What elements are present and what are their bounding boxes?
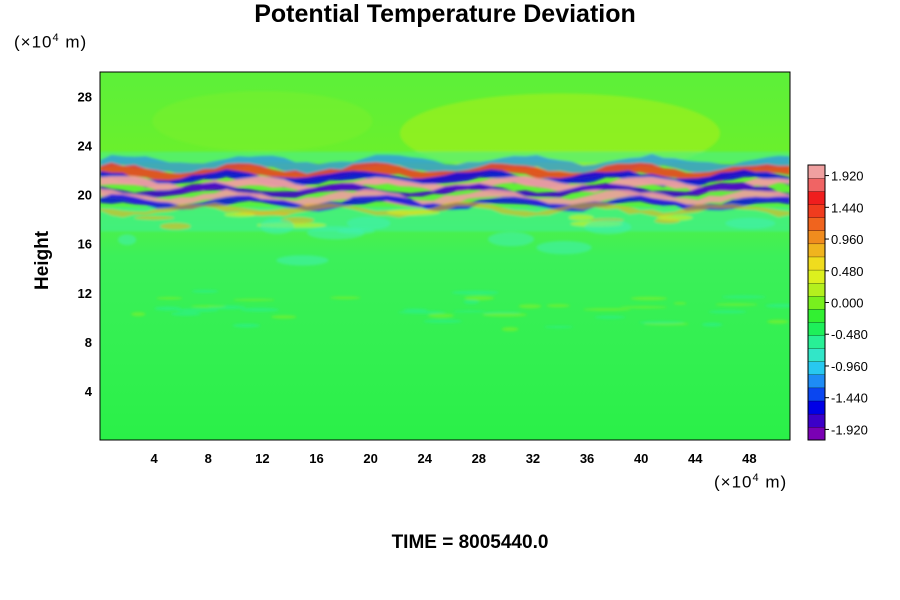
colorbar-swatch	[807, 269, 826, 284]
colorbar-tick-label: -1.920	[831, 422, 868, 437]
colorbar-swatch	[807, 335, 826, 349]
x-tick-label: 20	[363, 451, 377, 466]
colorbar-tick-label: -0.960	[831, 359, 868, 374]
x-tick-label: 28	[472, 451, 486, 466]
y-tick-label: 8	[85, 335, 92, 350]
colorbar-swatch	[807, 282, 826, 297]
colorbar-swatch	[807, 308, 826, 323]
colorbar-swatch	[807, 230, 826, 245]
colorbar-swatch	[807, 164, 826, 179]
colorbar-swatch	[807, 387, 826, 402]
colorbar-swatch	[807, 295, 826, 310]
y-tick-label: 16	[78, 237, 92, 252]
x-tick-label: 40	[634, 451, 648, 466]
colorbar-tick-label: 0.000	[831, 296, 864, 311]
x-tick-label: 32	[526, 451, 540, 466]
colorbar-swatch	[807, 191, 826, 205]
colorbar-swatch	[807, 177, 826, 192]
y-tick-label: 12	[78, 286, 92, 301]
colorbar-swatch	[807, 256, 826, 271]
heatmap-field	[100, 91, 790, 332]
colorbar-swatch	[807, 217, 826, 231]
plot-frame	[99, 71, 791, 441]
x-tick-label: 24	[417, 451, 432, 466]
y-tick-label: 28	[78, 90, 92, 105]
colorbar-tick-label: -0.480	[831, 327, 868, 342]
y-tick-label: 20	[78, 188, 92, 203]
colorbar-tick-label: 1.920	[831, 169, 864, 184]
x-tick-label: 44	[688, 451, 703, 466]
y-tick-label: 24	[78, 139, 93, 154]
x-tick-label: 4	[151, 451, 159, 466]
colorbar: 1.920 1.440 0.960 0.480 0.000 -0.480 -0.960 -1.…	[807, 164, 868, 441]
x-tick-label: 36	[580, 451, 594, 466]
x-unit-label: (×104 m)	[714, 472, 788, 492]
x-tick-label: 12	[255, 451, 269, 466]
y-unit-label: (×104 m)	[14, 32, 88, 52]
colorbar-tick-label: 0.960	[831, 232, 864, 247]
colorbar-swatch	[807, 413, 826, 428]
x-tick-label: 16	[309, 451, 323, 466]
x-tick-label: 8	[205, 451, 212, 466]
colorbar-swatch	[807, 321, 826, 336]
x-tick-label: 48	[742, 451, 756, 466]
colorbar-tick-label: 0.480	[831, 264, 864, 279]
colorbar-swatch	[807, 374, 826, 389]
colorbar-swatch	[807, 400, 826, 415]
colorbar-swatch	[807, 204, 826, 218]
colorbar-swatch	[807, 243, 826, 258]
time-annotation: TIME = 8005440.0	[391, 532, 549, 553]
colorbar-tick-label: -1.440	[831, 391, 868, 406]
colorbar-swatch	[807, 361, 826, 375]
chart-title: Potential Temperature Deviation	[254, 0, 636, 28]
colorbar-swatch	[807, 348, 826, 362]
colorbar-swatch	[807, 426, 826, 441]
colorbar-tick-label: 1.440	[831, 200, 864, 215]
y-tick-label: 4	[85, 384, 93, 399]
